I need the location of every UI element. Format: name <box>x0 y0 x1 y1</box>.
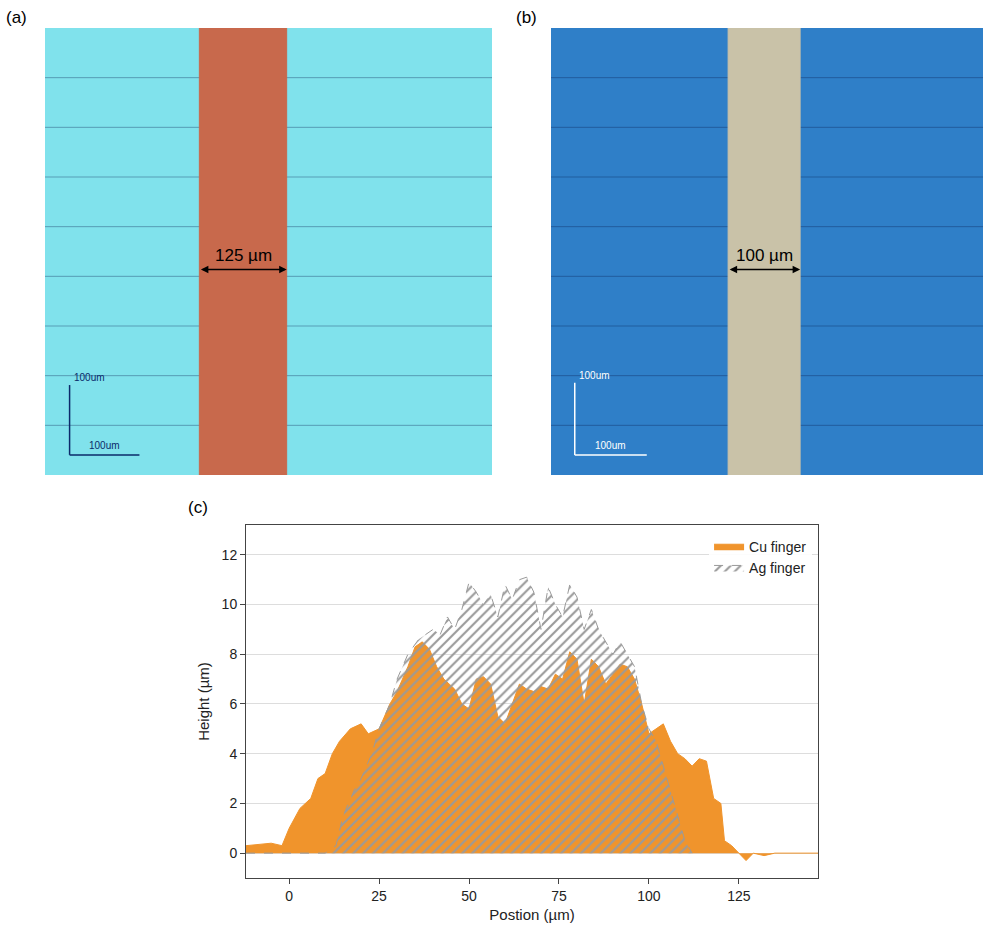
svg-text:25: 25 <box>371 888 387 904</box>
svg-text:75: 75 <box>551 888 567 904</box>
svg-text:100um: 100um <box>595 440 626 451</box>
svg-text:100um: 100um <box>89 440 120 451</box>
svg-text:Height (µm): Height (µm) <box>195 662 212 741</box>
svg-text:2: 2 <box>229 795 237 811</box>
svg-text:0: 0 <box>285 888 293 904</box>
svg-text:125 µm: 125 µm <box>215 246 272 265</box>
svg-text:Ag finger: Ag finger <box>749 560 805 576</box>
svg-text:(b): (b) <box>516 8 537 27</box>
svg-text:100um: 100um <box>579 370 610 381</box>
svg-text:125: 125 <box>727 888 751 904</box>
svg-text:50: 50 <box>461 888 477 904</box>
svg-text:10: 10 <box>222 596 238 612</box>
svg-text:100um: 100um <box>74 372 105 383</box>
svg-text:100: 100 <box>637 888 661 904</box>
svg-text:4: 4 <box>229 746 237 762</box>
svg-text:12: 12 <box>222 547 238 563</box>
svg-text:Postion (µm): Postion (µm) <box>489 906 574 923</box>
svg-text:8: 8 <box>229 646 237 662</box>
svg-text:(c): (c) <box>188 498 208 517</box>
svg-text:100 µm: 100 µm <box>736 246 793 265</box>
svg-text:0: 0 <box>229 845 237 861</box>
svg-text:(a): (a) <box>6 8 27 27</box>
svg-text:Cu finger: Cu finger <box>749 539 806 555</box>
svg-text:6: 6 <box>229 696 237 712</box>
